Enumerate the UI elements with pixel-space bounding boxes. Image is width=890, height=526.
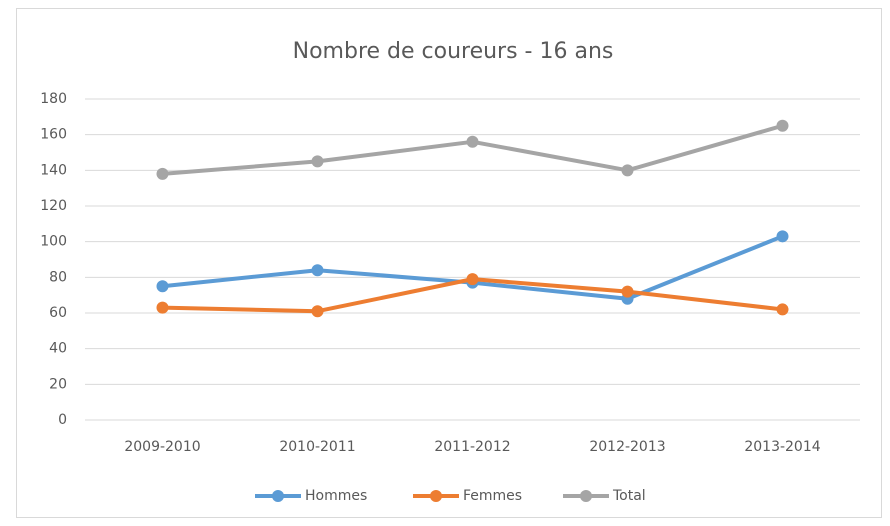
legend-marker	[580, 490, 592, 502]
y-tick-label: 40	[49, 341, 67, 357]
y-tick-label: 120	[40, 198, 67, 214]
y-tick-label: 100	[40, 234, 67, 250]
x-tick-label: 2010-2011	[279, 439, 355, 455]
chart-title: Nombre de coureurs - 16 ans	[293, 39, 614, 64]
chart-frame	[16, 8, 882, 518]
data-point	[156, 301, 169, 314]
data-point	[466, 135, 479, 148]
data-point	[311, 155, 324, 168]
data-point	[466, 273, 479, 286]
x-tick-label: 2012-2013	[589, 439, 665, 455]
legend-marker	[430, 490, 442, 502]
y-tick-label: 160	[40, 127, 67, 143]
data-point	[156, 167, 169, 180]
y-tick-label: 60	[49, 305, 67, 321]
y-tick-label: 80	[49, 269, 67, 285]
legend-marker	[272, 490, 284, 502]
x-tick-label: 2009-2010	[124, 439, 200, 455]
data-point	[621, 285, 634, 298]
data-point	[156, 280, 169, 293]
data-point	[776, 230, 789, 243]
data-point	[311, 264, 324, 277]
x-tick-label: 2011-2012	[434, 439, 510, 455]
data-point	[311, 305, 324, 318]
data-point	[776, 303, 789, 316]
legend-label: Hommes	[305, 488, 367, 504]
x-tick-label: 2013-2014	[744, 439, 820, 455]
data-point	[621, 164, 634, 177]
legend-label: Femmes	[463, 488, 522, 504]
legend-label: Total	[612, 488, 646, 504]
y-tick-label: 140	[40, 162, 67, 178]
data-point	[776, 119, 789, 132]
y-tick-label: 180	[40, 91, 67, 107]
y-tick-label: 20	[49, 376, 67, 392]
y-tick-label: 0	[58, 412, 67, 428]
